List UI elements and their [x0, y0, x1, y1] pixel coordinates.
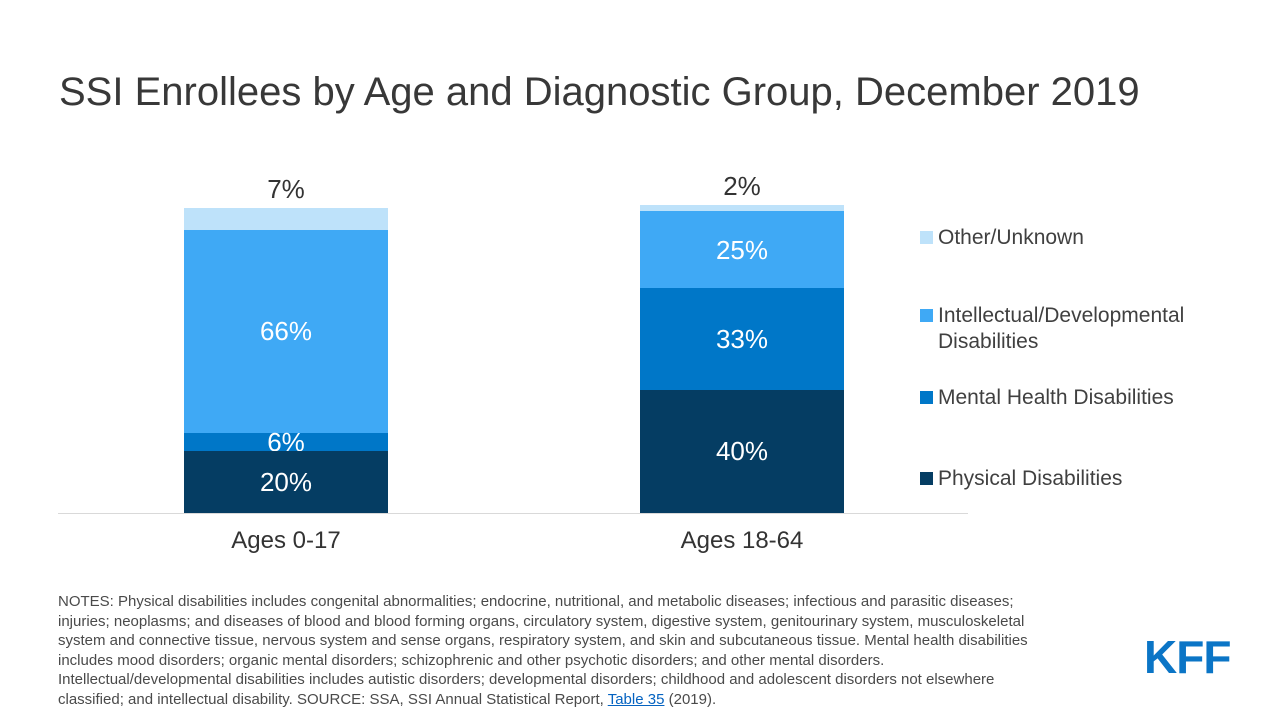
legend-label: Other/Unknown [938, 226, 1084, 249]
chart-title: SSI Enrollees by Age and Diagnostic Grou… [59, 70, 1140, 114]
notes-line: Intellectual/developmental disabilities … [58, 671, 995, 688]
legend-item: Physical Disabilities [920, 466, 1240, 492]
notes-line: system and connective tissue, nervous sy… [58, 632, 1028, 649]
category-label: Ages 0-17 [231, 527, 341, 554]
notes-line: injuries; neoplasms; and diseases of blo… [58, 612, 1025, 630]
bar-segment: 6% [184, 429, 388, 455]
source-text: classified; and intellectual disability.… [58, 690, 608, 708]
kff-logo: KFF [1144, 631, 1231, 683]
legend-label: Mental Health Disabilities [938, 386, 1174, 409]
legend-swatch-icon [920, 309, 933, 322]
bar-segment: 66% [184, 229, 388, 433]
legend-swatch-icon [920, 231, 933, 244]
legend-item: Intellectual/Developmental Disabilities [920, 303, 1240, 356]
bar-top-value-label: 7% [267, 174, 305, 205]
stacked-bar: 25% 33% 40% [640, 205, 844, 513]
bar-segment: 33% [640, 288, 844, 390]
legend-swatch-icon [920, 391, 933, 404]
x-axis-baseline [58, 513, 968, 514]
bar-segment: 25% [640, 211, 844, 289]
bar-segment [640, 205, 844, 212]
notes-line: NOTES: Physical disabilities includes co… [58, 593, 1014, 610]
bar-segment [184, 208, 388, 230]
bar-top-value-label: 2% [723, 171, 761, 201]
bar-segment: 20% [184, 451, 388, 513]
legend-label: Intellectual/Developmental Disabilities [938, 304, 1185, 354]
category-label: Ages 18-64 [680, 527, 804, 554]
notes-source-line: classified; and intellectual disability.… [58, 690, 1138, 710]
stacked-bar: 66% 6% 20% [184, 208, 388, 513]
notes-line: includes mood disorders; organic mental … [58, 651, 885, 669]
legend-item: Other/Unknown [920, 225, 1240, 251]
legend-item: Mental Health Disabilities [920, 385, 1240, 411]
legend-label: Physical Disabilities [938, 467, 1123, 490]
source-text-suffix: (2019). [664, 690, 717, 708]
table-35-link[interactable]: Table 35 [607, 690, 665, 708]
bar-segment: 40% [640, 389, 844, 513]
notes-block: NOTES: Physical disabilities includes co… [58, 592, 1138, 709]
legend-swatch-icon [920, 472, 933, 485]
